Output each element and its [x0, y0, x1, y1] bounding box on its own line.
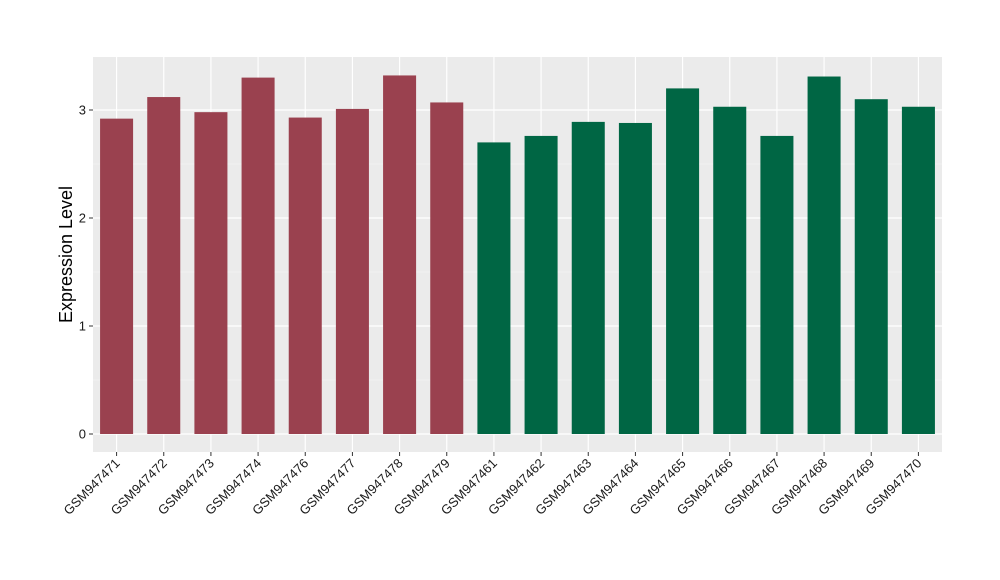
- y-tick-label: 1: [79, 319, 86, 334]
- bar-GSM947471: [100, 118, 134, 434]
- bar-GSM947479: [430, 102, 464, 434]
- plot-panel: [93, 57, 942, 452]
- bar-GSM947463: [571, 121, 605, 434]
- bar-GSM947461: [477, 142, 511, 434]
- bar-GSM947467: [760, 135, 794, 435]
- bar-GSM947478: [383, 75, 417, 434]
- bar-GSM947472: [147, 97, 181, 434]
- bar-GSM947466: [713, 106, 747, 434]
- bar-GSM947464: [618, 122, 652, 435]
- bar-GSM947473: [194, 112, 228, 434]
- bar-GSM947474: [241, 77, 275, 434]
- bar-GSM947476: [288, 117, 322, 434]
- bars: [100, 75, 935, 435]
- y-tick-label: 3: [79, 103, 86, 118]
- bar-GSM947462: [524, 135, 558, 435]
- y-tick-label: 2: [79, 211, 86, 226]
- bar-GSM947477: [335, 108, 369, 435]
- bar-GSM947469: [854, 99, 888, 434]
- y-tick-label: 0: [79, 427, 86, 442]
- bar-GSM947465: [666, 88, 700, 435]
- bar-GSM947468: [807, 76, 841, 435]
- bar-GSM947470: [901, 106, 935, 434]
- y-axis-title: Expression Level: [56, 186, 76, 323]
